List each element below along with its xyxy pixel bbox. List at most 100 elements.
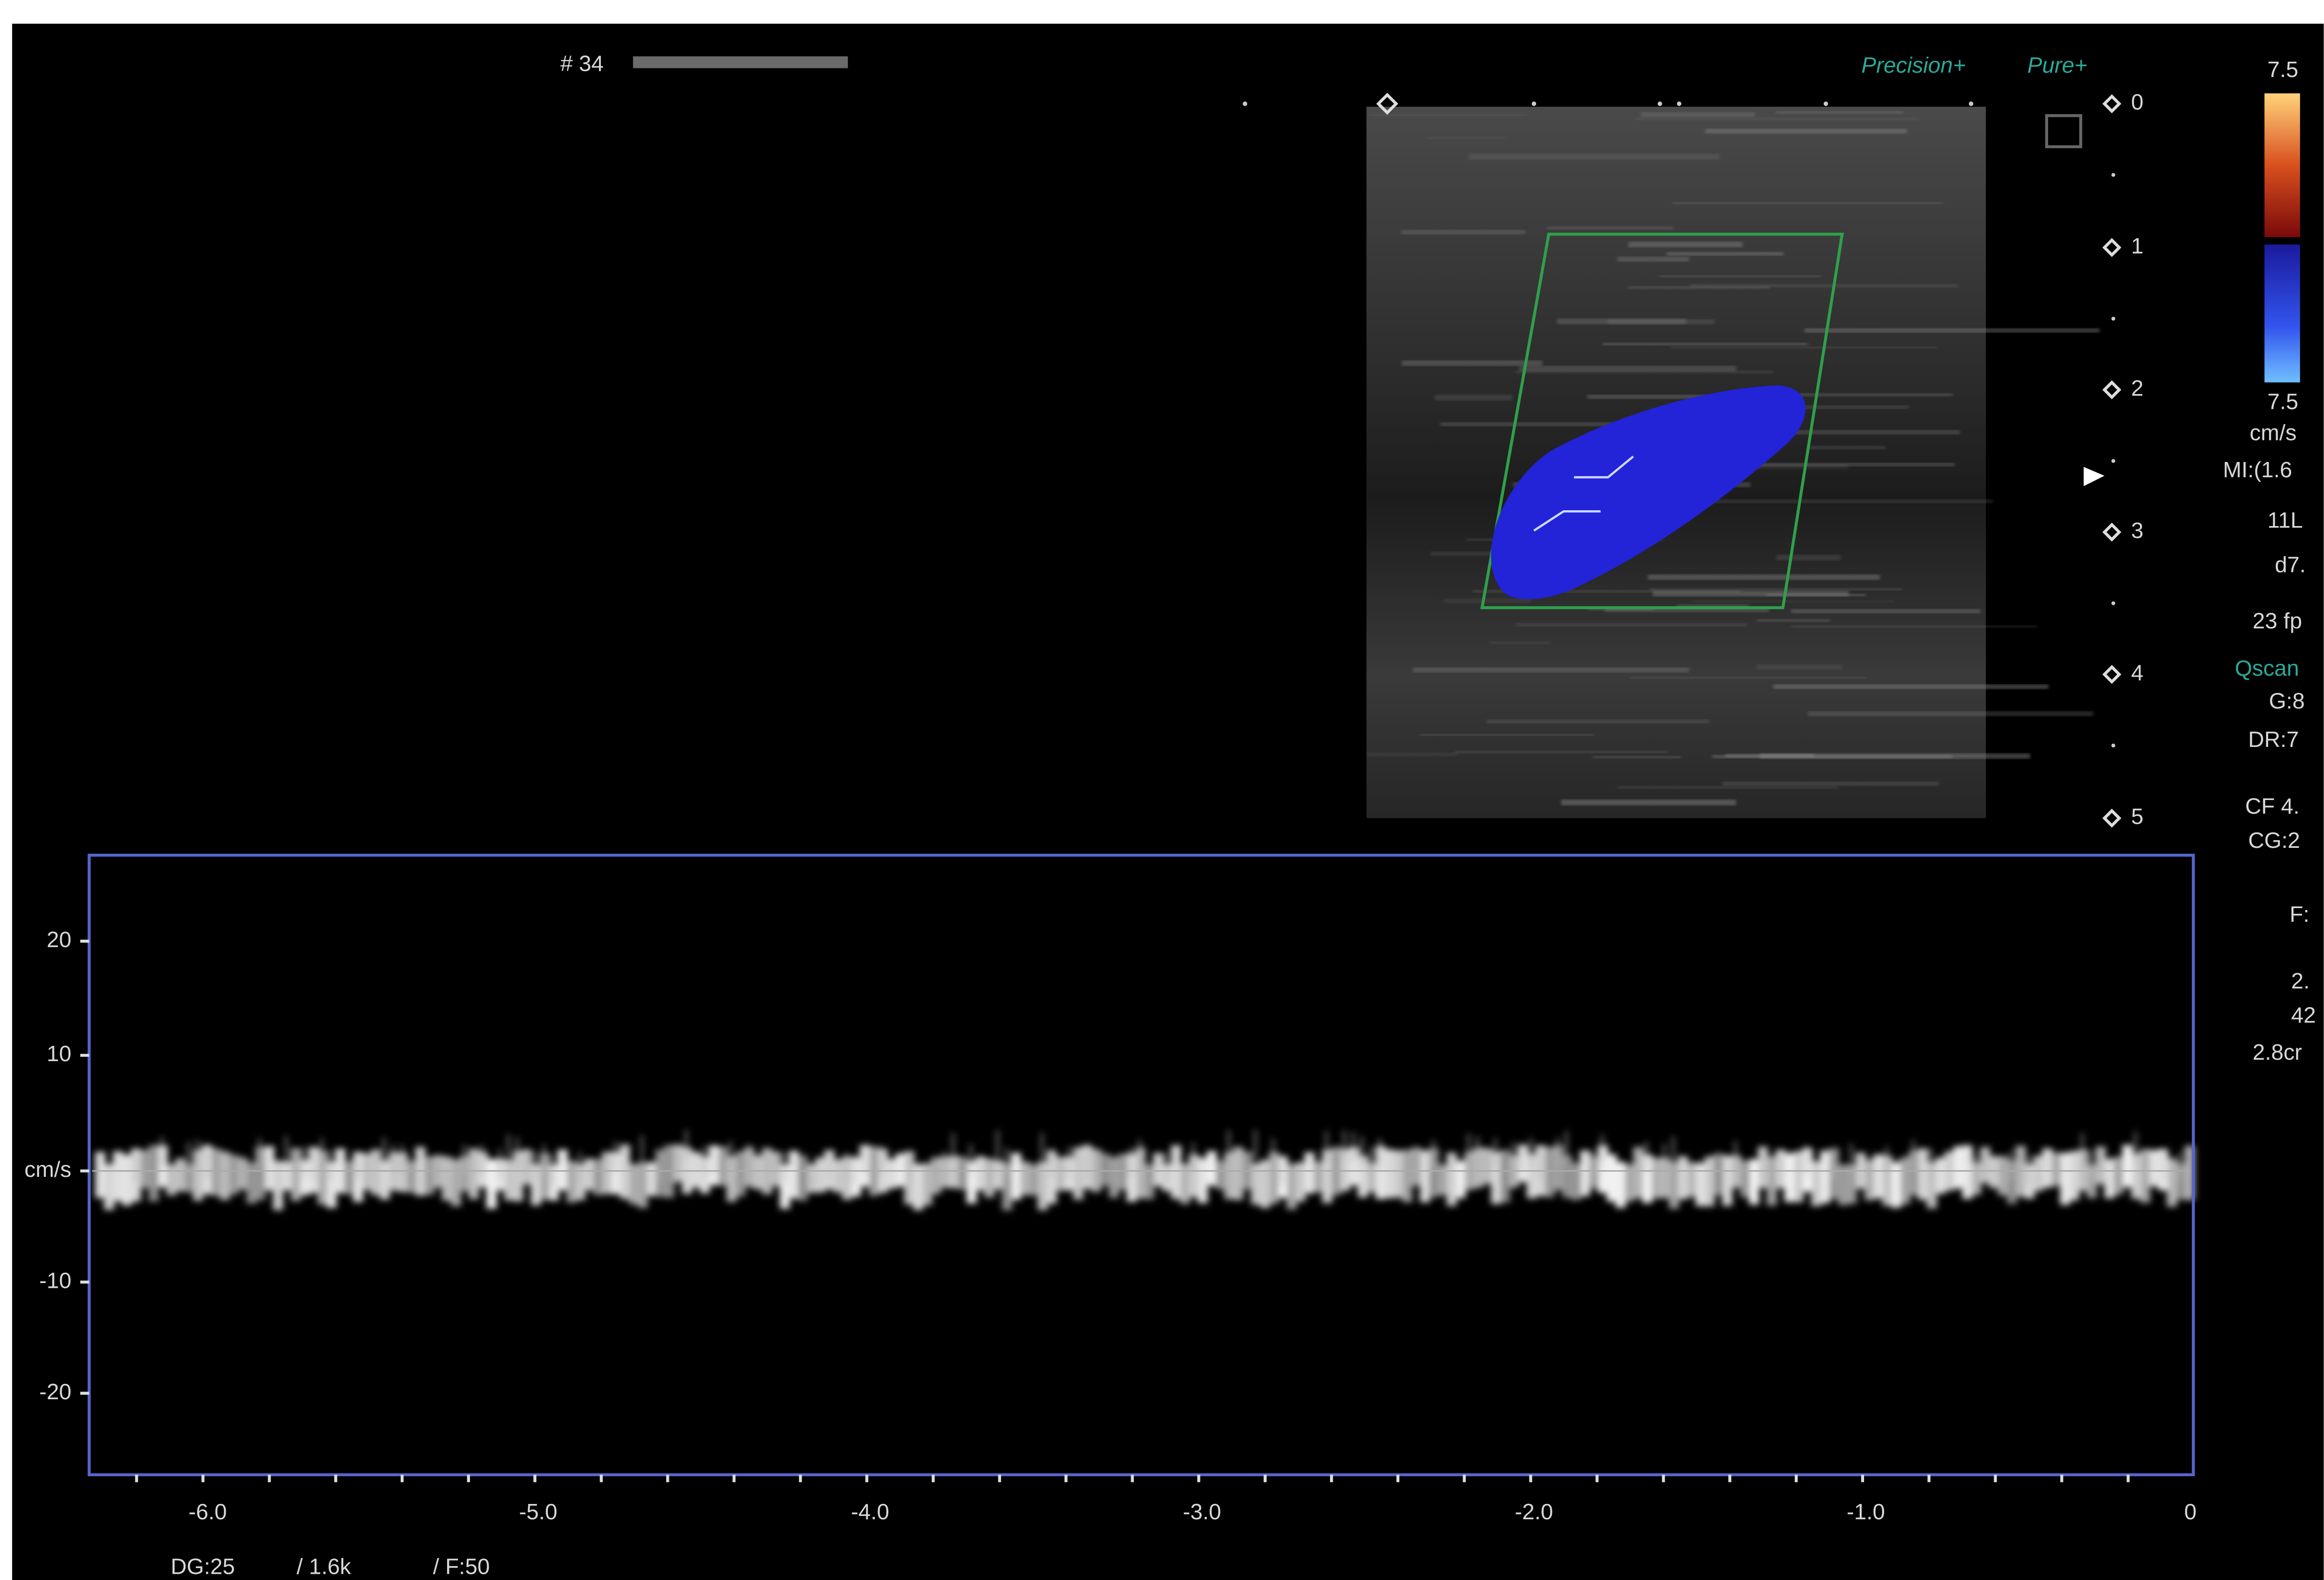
spectrum-spike (1601, 1134, 1604, 1164)
parameter: DR:7 (2248, 727, 2299, 752)
tissue-speckle (1709, 499, 1993, 503)
spectrum-column (718, 1147, 728, 1186)
parameter: 2.8cr (2253, 1040, 2302, 1064)
spectrum-column (1482, 1148, 1493, 1184)
spectrum-column (931, 1157, 941, 1194)
tissue-speckle (1547, 227, 1673, 230)
spectrum-spike (640, 1135, 643, 1165)
x-label: -6.0 (188, 1499, 227, 1524)
spectrum-column (504, 1160, 514, 1201)
spectrum-column (1029, 1164, 1039, 1196)
tissue-speckle (1435, 395, 1513, 400)
spectrum-column (2122, 1145, 2133, 1187)
spectrum-spike (1254, 1130, 1257, 1160)
spectrum-spike (311, 1150, 314, 1179)
spectrum-spike (685, 1130, 687, 1159)
spectrum-column (1820, 1151, 1831, 1203)
x-label: -1.0 (1847, 1499, 1885, 1524)
tissue-speckle (1667, 252, 1784, 255)
depth-dot (2111, 601, 2115, 605)
spectrum-column (1722, 1155, 1733, 1206)
spectrum-column (1233, 1147, 1244, 1200)
spectrum-spike (1049, 1148, 1052, 1177)
spectrum-column (753, 1155, 764, 1189)
parameter: 23 fp (2253, 608, 2302, 633)
tissue-speckle (1489, 641, 1550, 644)
spectrum-spike (392, 1144, 394, 1174)
y-label: -20 (39, 1379, 71, 1404)
spectrum-spike (534, 1152, 536, 1182)
spectrum-column (95, 1152, 106, 1198)
spectrum-column (895, 1153, 906, 1186)
scan-dot (1658, 101, 1662, 106)
spectrum-column (833, 1159, 843, 1193)
spectrum-column (2033, 1156, 2044, 1191)
x-label: -2.0 (1515, 1499, 1553, 1524)
spectrum-column (1198, 1158, 1208, 1203)
spectrum-spike (1592, 1152, 1594, 1182)
depth-dot (2111, 459, 2115, 463)
spectrum-column (1571, 1163, 1582, 1200)
spectrum-spike (2009, 1151, 2012, 1180)
spectrum-column (1811, 1161, 1822, 1206)
spectrum-column (1251, 1163, 1261, 1205)
spectrum-spike (303, 1148, 306, 1177)
spectrum-column (282, 1162, 292, 1191)
spectrum-spike (1129, 1147, 1132, 1177)
spectrum-column (1562, 1155, 1572, 1198)
spectrum-column (922, 1163, 932, 1205)
tissue-speckle (1660, 275, 1821, 277)
spectrum-column (1206, 1151, 1217, 1185)
spectrum-column (1438, 1164, 1448, 1195)
spectrum-column (1295, 1163, 1306, 1202)
tissue-speckle (1516, 623, 1747, 626)
spectrum-column (1606, 1154, 1617, 1202)
spectrum-column (1153, 1153, 1164, 1186)
depth-label: 0 (2131, 89, 2144, 114)
tissue-speckle (1519, 366, 1736, 372)
parameter: F: (2290, 902, 2309, 927)
spectrum-column (1704, 1157, 1715, 1207)
y-label: -10 (39, 1268, 71, 1293)
depth-label: 2 (2131, 375, 2144, 400)
spectrum-column (219, 1152, 230, 1200)
spectrum-spike (356, 1151, 359, 1181)
spectrum-column (1953, 1146, 1964, 1188)
spectrum-column (975, 1156, 986, 1191)
spectrum-column (620, 1145, 630, 1199)
spectrum-spike (1512, 1142, 1515, 1172)
page: # 34 Precision+ Pure+ 7.5 7.5 cm/s DG:25… (0, 0, 2324, 1580)
spectrum-spike (1361, 1136, 1364, 1166)
spectrum-column (1998, 1156, 2008, 1196)
spectrum-column (1784, 1153, 1795, 1202)
spectrum-column (1740, 1161, 1750, 1197)
spectrum-column (993, 1161, 1004, 1190)
tissue-speckle (1672, 202, 1943, 204)
tissue-speckle (1444, 599, 1531, 603)
spectrum-column (1260, 1160, 1270, 1208)
x-label: -4.0 (851, 1499, 889, 1524)
spectrum-column (1651, 1158, 1661, 1198)
spectrum-spike (516, 1138, 519, 1167)
tissue-speckle (1469, 154, 1719, 160)
spectrum-column (1215, 1161, 1226, 1190)
spectrum-spike (2161, 1153, 2164, 1183)
spectrum-spike (1432, 1140, 1435, 1170)
scan-dot (1532, 101, 1536, 106)
spectrum-spike (996, 1130, 999, 1160)
tissue-speckle (1455, 751, 1668, 753)
spectrum-column (1776, 1150, 1786, 1188)
y-label: cm/s (24, 1157, 71, 1182)
spectrum-column (1989, 1156, 1999, 1188)
spectrum-column (673, 1144, 684, 1182)
spectrum-spike (1974, 1154, 1977, 1184)
spectrum-column (2105, 1159, 2115, 1198)
spectrum-spike (400, 1145, 403, 1174)
spectrum-spike (1085, 1152, 1088, 1181)
spectrum-column (1695, 1163, 1706, 1206)
spectrum-spike (1761, 1152, 1764, 1181)
spectrum-column (2042, 1148, 2053, 1187)
spectrum-spike (2134, 1131, 2137, 1161)
spectrum-spike (543, 1144, 546, 1174)
x-label: 0 (2184, 1499, 2197, 1524)
